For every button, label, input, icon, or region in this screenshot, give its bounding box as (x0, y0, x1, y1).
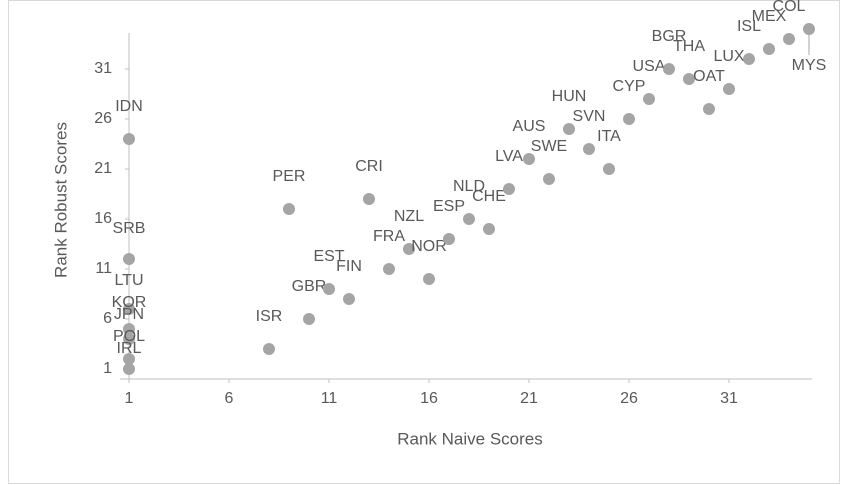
point (623, 113, 635, 125)
point-label: CHE (472, 188, 506, 205)
x-tick-label: 21 (520, 390, 538, 407)
point (803, 23, 815, 35)
point-label: ISL (737, 18, 761, 35)
point (383, 263, 395, 275)
y-tick-label: 11 (95, 260, 112, 277)
point-label: ISR (256, 308, 283, 325)
y-tick-label: 16 (94, 210, 112, 227)
point (543, 173, 555, 185)
point-label: USA (633, 58, 666, 75)
point-label: ITA (597, 128, 621, 145)
y-axis-title: Rank Robust Scores (51, 122, 70, 278)
point (463, 213, 475, 225)
point-label: LUX (713, 48, 744, 65)
point (123, 253, 135, 265)
point-label: NZL (394, 208, 424, 225)
y-tick-label: 31 (94, 60, 112, 77)
point (503, 183, 515, 195)
point-label: IRL (117, 340, 142, 357)
y-tick-label: 21 (94, 160, 112, 177)
point-label: SWE (531, 138, 567, 155)
point-label: SVN (573, 108, 606, 125)
point (723, 83, 735, 95)
point (783, 33, 795, 45)
point-label: SRB (113, 220, 146, 237)
point-label: ESP (433, 198, 465, 215)
point-label: MEX (752, 8, 787, 25)
point (483, 223, 495, 235)
point (763, 43, 775, 55)
point-label: JPN (114, 306, 144, 323)
point (643, 93, 655, 105)
point-label: FRA (373, 228, 405, 245)
point (523, 153, 535, 165)
point-label: PER (273, 168, 306, 185)
point (363, 193, 375, 205)
point (343, 293, 355, 305)
x-tick-label: 16 (420, 390, 438, 407)
point (703, 103, 715, 115)
x-tick-label: 26 (620, 390, 638, 407)
point-label: EST (313, 248, 344, 265)
point (603, 163, 615, 175)
point (663, 63, 675, 75)
point-label: HUN (552, 88, 587, 105)
point-label: LTU (114, 272, 143, 289)
point (123, 353, 135, 365)
point (423, 273, 435, 285)
point (283, 203, 295, 215)
point-label: POL (113, 328, 145, 345)
point-label: CRI (355, 158, 383, 175)
point-label: NOR (411, 238, 447, 255)
x-tick-label: 6 (225, 390, 234, 407)
point-label: AUS (513, 118, 546, 135)
x-tick-label: 11 (321, 390, 338, 407)
point-label: GBR (292, 278, 327, 295)
point (303, 313, 315, 325)
point-label: COL (773, 0, 806, 15)
point-label: KOR (112, 294, 147, 311)
point (123, 133, 135, 145)
point (403, 243, 415, 255)
point (443, 233, 455, 245)
y-tick-label: 26 (94, 110, 112, 127)
point-label: MYS (792, 57, 827, 74)
x-axis-title: Rank Naive Scores (397, 429, 543, 448)
point-label: CYP (613, 78, 646, 95)
point (123, 333, 135, 345)
point-label: NLD (453, 178, 485, 195)
x-tick-label: 1 (125, 390, 134, 407)
point (743, 53, 755, 65)
point (123, 323, 135, 335)
x-tick-label: 31 (720, 390, 738, 407)
point-label: FIN (336, 258, 362, 275)
chart-frame (8, 0, 840, 484)
point-label: IDN (115, 98, 143, 115)
point (123, 363, 135, 375)
y-tick-label: 6 (103, 310, 112, 327)
y-tick-label: 1 (103, 360, 112, 377)
point (563, 123, 575, 135)
point (583, 143, 595, 155)
point (123, 303, 135, 315)
point-label: THA (673, 38, 705, 55)
point-label: BGR (652, 28, 687, 45)
point (263, 343, 275, 355)
point-label: OAT (693, 68, 725, 85)
point (323, 283, 335, 295)
point (683, 73, 695, 85)
point-label: LVA (495, 148, 523, 165)
